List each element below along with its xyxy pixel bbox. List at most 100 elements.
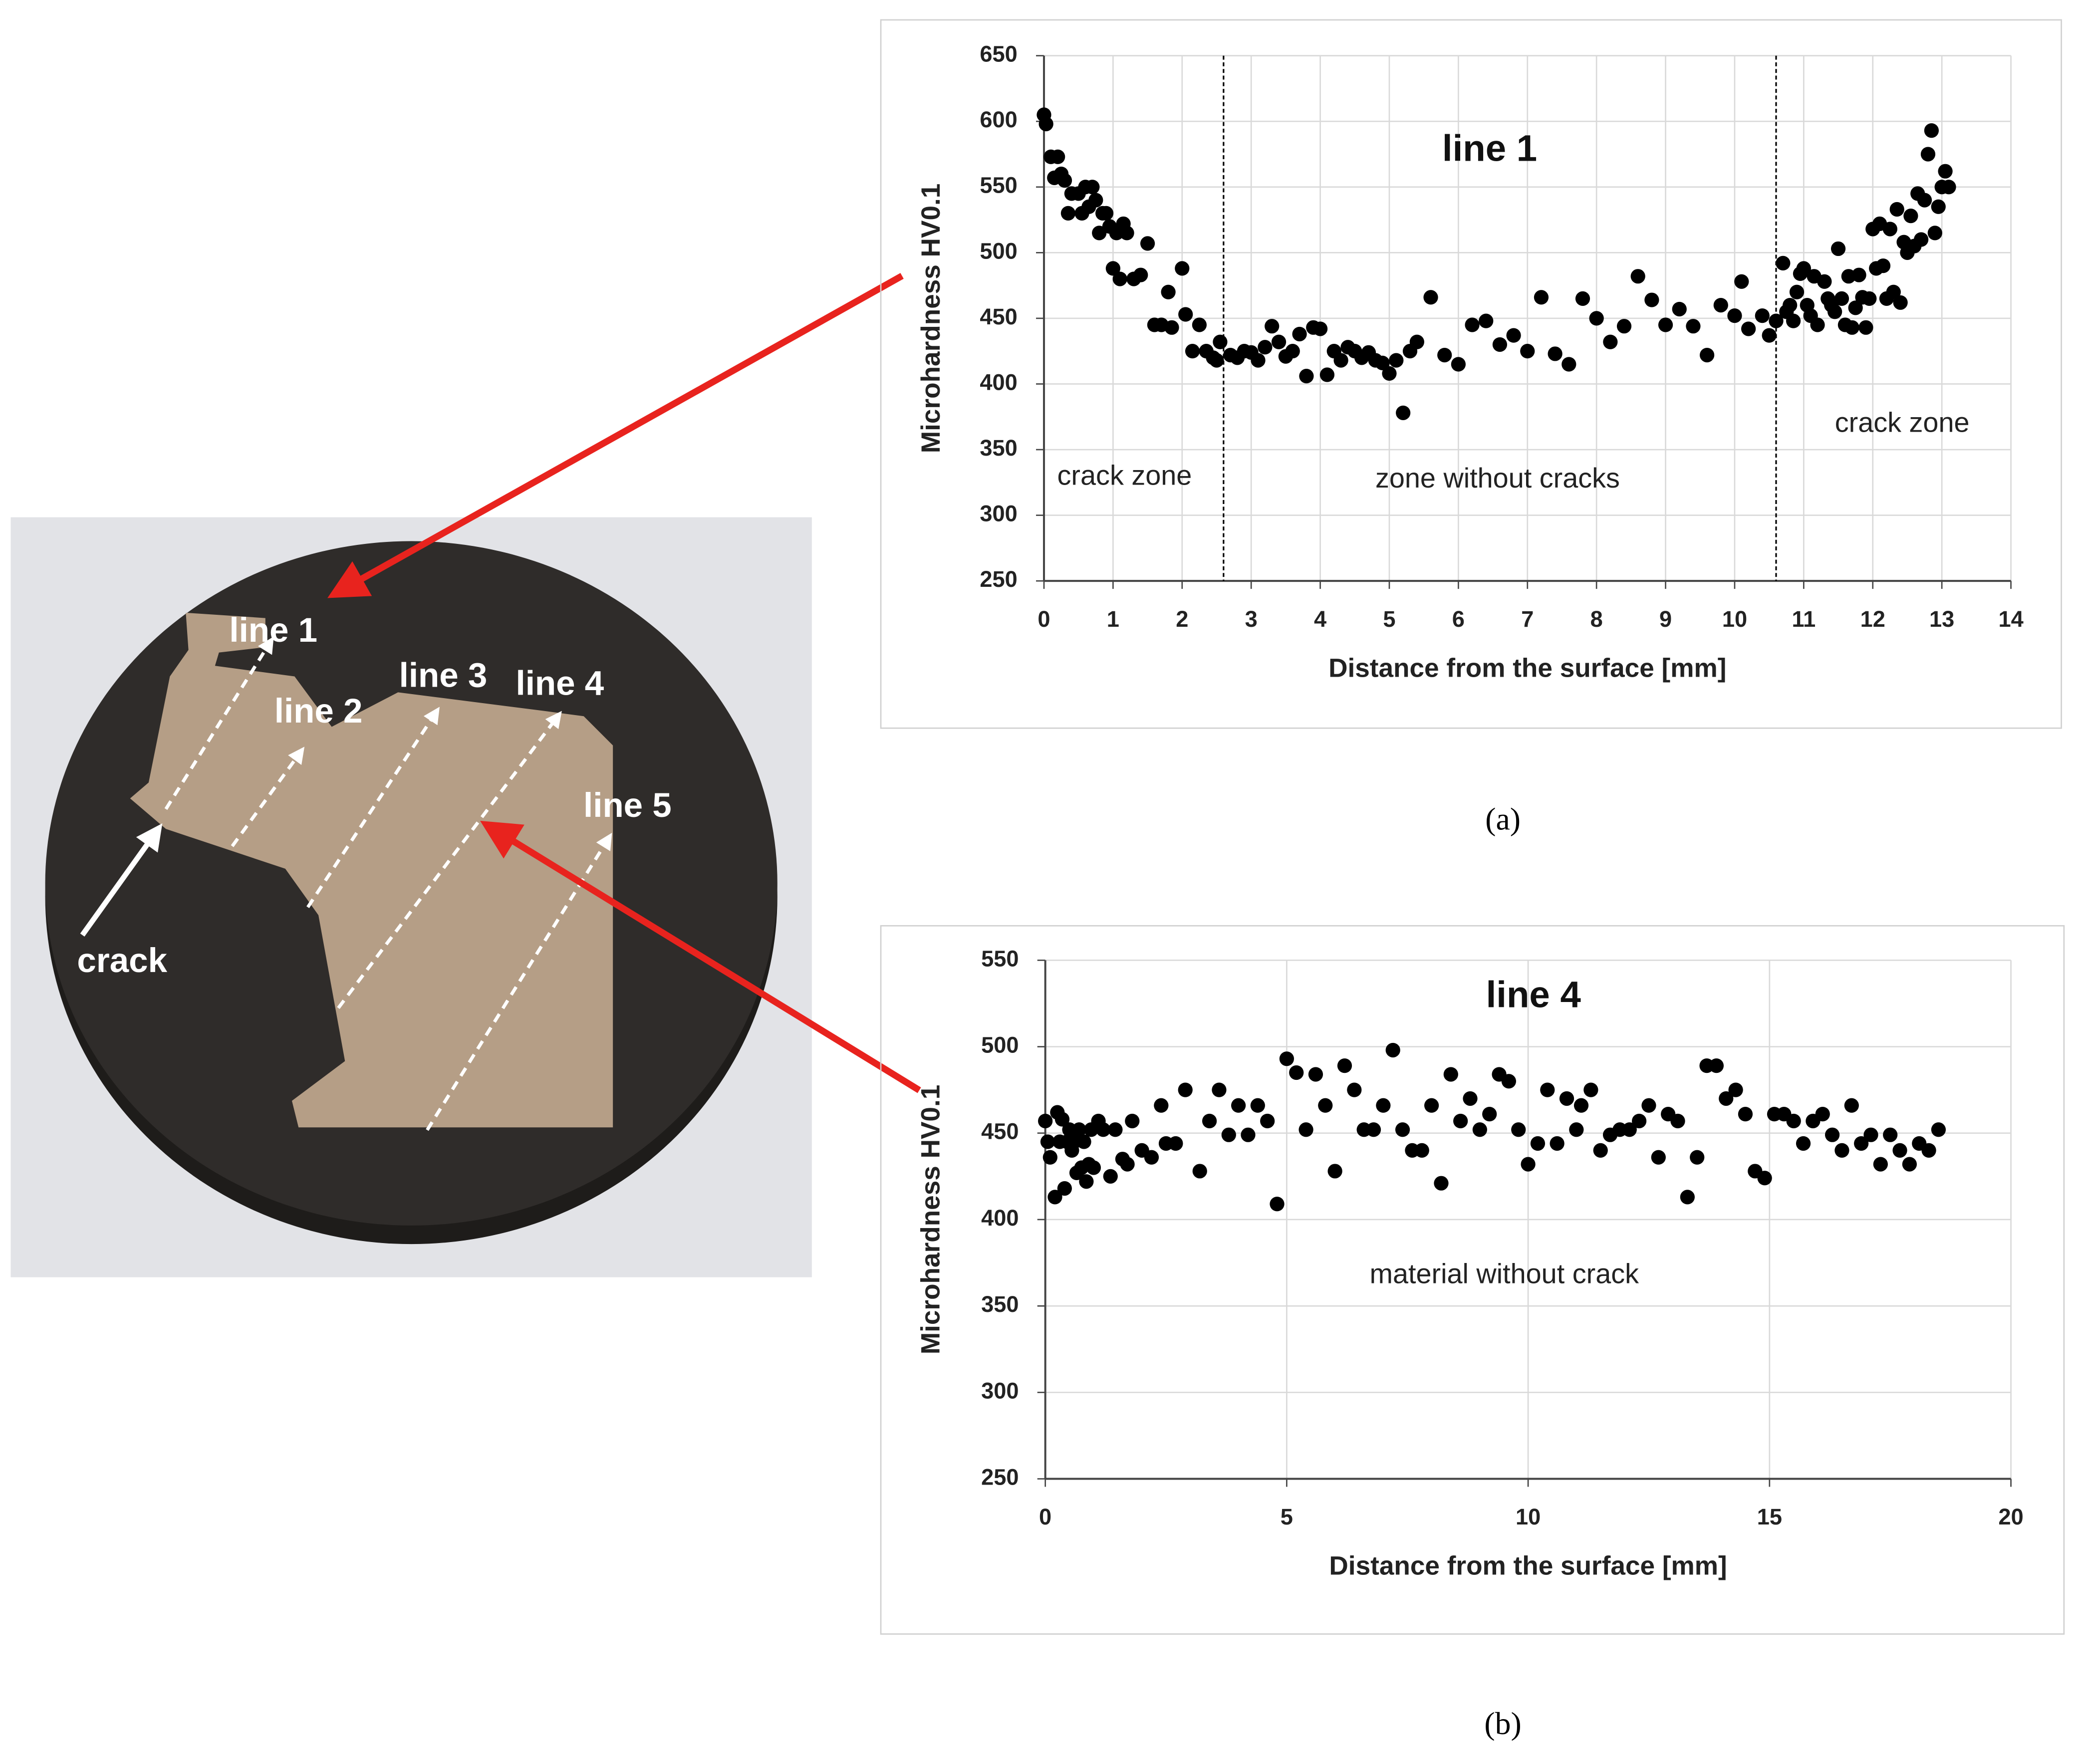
- data-point: [1395, 1122, 1410, 1137]
- data-point: [1583, 1082, 1598, 1097]
- data-point: [1250, 1098, 1265, 1113]
- data-point: [1437, 347, 1452, 363]
- data-point: [1651, 1150, 1666, 1165]
- data-point: [1892, 1143, 1907, 1158]
- chart-title: line 1: [1442, 128, 1537, 169]
- data-point: [1920, 147, 1936, 162]
- data-point: [1382, 366, 1397, 381]
- data-point: [1921, 1143, 1936, 1158]
- data-point: [1927, 226, 1942, 241]
- data-point: [1318, 1098, 1333, 1113]
- data-point: [1103, 1169, 1118, 1184]
- data-point: [1573, 1098, 1589, 1113]
- data-point: [1241, 1127, 1256, 1142]
- data-point: [1221, 1127, 1236, 1142]
- data-point: [1893, 295, 1908, 310]
- photo-label: line 2: [274, 691, 363, 730]
- data-point: [1863, 1127, 1878, 1142]
- x-tick-label: 7: [1521, 606, 1534, 632]
- data-point: [1521, 1157, 1536, 1172]
- y-tick-label: 450: [980, 304, 1017, 329]
- photo-label: line 1: [229, 610, 317, 649]
- data-point: [1719, 1091, 1734, 1106]
- data-point: [1258, 340, 1273, 355]
- data-point: [1672, 301, 1687, 317]
- data-point: [1086, 1160, 1101, 1175]
- x-tick-label: 0: [1039, 1504, 1051, 1529]
- data-point: [1319, 367, 1335, 382]
- measure-line: [164, 636, 274, 810]
- data-point: [1511, 1122, 1526, 1137]
- data-point: [1085, 180, 1100, 195]
- data-point: [1327, 1164, 1342, 1179]
- data-point: [1140, 236, 1155, 251]
- data-point: [1817, 274, 1832, 289]
- data-point: [1050, 149, 1065, 164]
- data-point: [1057, 173, 1072, 188]
- data-point: [1251, 353, 1266, 368]
- data-point: [1827, 304, 1842, 319]
- y-tick-label: 550: [981, 946, 1019, 971]
- data-point: [1776, 255, 1791, 270]
- data-point: [1844, 320, 1859, 335]
- data-point: [1060, 206, 1076, 221]
- data-point: [1851, 267, 1866, 282]
- data-point: [1443, 1067, 1458, 1082]
- data-point: [1279, 1051, 1294, 1066]
- x-tick-label: 5: [1281, 1504, 1293, 1529]
- data-point: [1844, 1098, 1859, 1113]
- data-point: [1112, 271, 1127, 286]
- annotation: crack zone: [1057, 460, 1192, 491]
- data-point: [1630, 269, 1645, 284]
- data-point: [1882, 222, 1897, 237]
- data-point: [1047, 1190, 1062, 1205]
- data-point: [1603, 334, 1618, 349]
- data-point: [1133, 267, 1148, 282]
- data-point: [1520, 344, 1535, 359]
- data-point: [1385, 1042, 1400, 1058]
- data-point: [1641, 1098, 1656, 1113]
- y-tick-label: 400: [980, 369, 1017, 395]
- data-point: [1039, 116, 1053, 132]
- data-point: [1347, 1082, 1362, 1097]
- data-point: [1886, 284, 1901, 299]
- y-tick-label: 550: [980, 173, 1017, 198]
- chart-title: line 4: [1486, 974, 1581, 1015]
- data-point: [1192, 317, 1207, 332]
- data-point: [1690, 1150, 1705, 1165]
- data-point: [1299, 1122, 1313, 1137]
- x-tick-label: 1: [1107, 606, 1119, 632]
- y-tick-label: 250: [980, 566, 1017, 592]
- data-point: [1185, 344, 1200, 359]
- y-tick-label: 500: [981, 1032, 1019, 1057]
- x-tick-label: 8: [1590, 606, 1603, 632]
- data-point: [1854, 1136, 1869, 1151]
- x-tick-label: 13: [1929, 606, 1954, 632]
- data-point: [1463, 1091, 1478, 1106]
- data-point: [1789, 284, 1805, 299]
- data-point: [1088, 193, 1103, 208]
- data-point: [1924, 123, 1939, 138]
- data-point: [1212, 1082, 1227, 1097]
- data-point: [1593, 1143, 1608, 1158]
- y-tick-label: 250: [981, 1464, 1019, 1490]
- x-tick-label: 0: [1038, 606, 1050, 632]
- data-point: [1265, 319, 1280, 334]
- y-tick-label: 650: [980, 41, 1017, 67]
- specimen: [130, 612, 613, 1128]
- photo-label: line 4: [516, 663, 604, 702]
- data-point: [1762, 328, 1777, 343]
- data-point: [1941, 180, 1956, 195]
- data-point: [1079, 1174, 1094, 1189]
- data-point: [1375, 355, 1390, 370]
- data-point: [1434, 1176, 1449, 1191]
- data-point: [1875, 258, 1891, 273]
- data-point: [1299, 369, 1314, 384]
- data-point: [1755, 308, 1770, 323]
- data-point: [1175, 261, 1190, 276]
- pointer-arrow: [327, 273, 904, 598]
- data-point: [1414, 1143, 1429, 1158]
- data-point: [1209, 353, 1224, 368]
- data-point: [1120, 1157, 1135, 1172]
